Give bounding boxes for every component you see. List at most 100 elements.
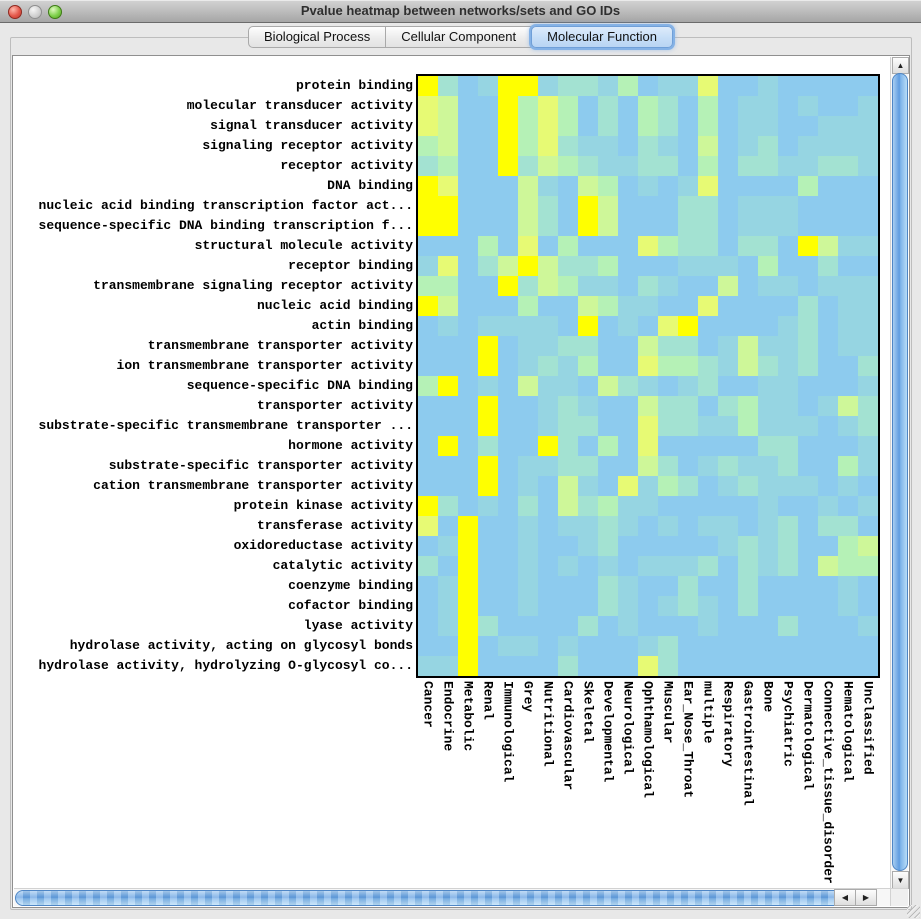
heatmap-cell [638,336,658,356]
heatmap-cell [538,116,558,136]
resize-grip-icon[interactable] [907,905,920,918]
heatmap-cell [518,516,538,536]
heatmap-cell [798,276,818,296]
zoom-button[interactable] [48,5,62,19]
tab-cellular-component[interactable]: Cellular Component [385,26,533,48]
heatmap-cell [618,156,638,176]
heatmap-cell [658,76,678,96]
heatmap-cell [818,416,838,436]
heatmap-cell [438,636,458,656]
heatmap-cell [718,436,738,456]
heatmap-cell [738,656,758,676]
heatmap-cell [538,576,558,596]
heatmap-cell [698,356,718,376]
heatmap-cell [418,216,438,236]
heatmap-cell [438,196,458,216]
heatmap-cell [458,556,478,576]
heatmap-cell [558,656,578,676]
tab-biological-process[interactable]: Biological Process [248,26,387,48]
vertical-scrollbar-thumb[interactable] [892,73,908,871]
heatmap-cell [618,416,638,436]
heatmap-cell [698,476,718,496]
heatmap-cell [618,656,638,676]
heatmap-cell [838,96,858,116]
heatmap-cell [838,116,858,136]
scroll-down-button[interactable]: ▼ [892,871,909,889]
minimize-button[interactable] [28,5,42,19]
heatmap-cell [638,296,658,316]
horizontal-scrollbar-thumb[interactable] [15,890,855,906]
heatmap-cell [678,76,698,96]
heatmap-cell [538,416,558,436]
heatmap-cell [738,116,758,136]
heatmap-cell [438,496,458,516]
heatmap-cell [598,316,618,336]
heatmap-cell [858,116,878,136]
heatmap-cell [778,276,798,296]
scroll-right-button[interactable]: ▶ [855,889,877,906]
heatmap-cell [758,376,778,396]
heatmap-cell [498,76,518,96]
heatmap-cell [498,636,518,656]
scroll-up-button[interactable]: ▲ [892,57,909,74]
heatmap-cell [598,216,618,236]
heatmap-cell [518,656,538,676]
heatmap-cell [798,76,818,96]
heatmap-cell [458,416,478,436]
vertical-scrollbar[interactable]: ▲ ▼ [890,57,909,889]
heatmap-cell [658,156,678,176]
heatmap-cell [778,436,798,456]
heatmap-cell [578,316,598,336]
col-label: Unclassified [860,681,876,775]
heatmap-cell [678,136,698,156]
heatmap-cell [698,496,718,516]
heatmap-cell [458,476,478,496]
heatmap-cell [458,436,478,456]
tab-molecular-function[interactable]: Molecular Function [531,26,673,48]
col-label: Endocrine [440,681,456,752]
horizontal-scrollbar[interactable]: ◀ ▶ [14,888,891,906]
heatmap-cell [518,256,538,276]
heatmap-cell [458,496,478,516]
heatmap-cell [738,296,758,316]
heatmap-cell [658,116,678,136]
heatmap-cell [838,416,858,436]
row-label: lyase activity [303,618,413,633]
heatmap-cell [518,536,538,556]
heatmap-cell [778,616,798,636]
heatmap-cell [778,316,798,336]
heatmap-cell [798,256,818,276]
heatmap-cell [498,536,518,556]
heatmap-cell [698,256,718,276]
scroll-left-button[interactable]: ◀ [834,889,856,906]
heatmap-cell [438,536,458,556]
heatmap-cell [558,476,578,496]
heatmap-cell [678,636,698,656]
heatmap-cell [718,656,738,676]
heatmap-cell [758,116,778,136]
heatmap-cell [838,436,858,456]
heatmap-cell [498,496,518,516]
heatmap-cell [558,576,578,596]
heatmap-cell [838,296,858,316]
heatmap-cell [558,336,578,356]
heatmap-cell [558,396,578,416]
heatmap-cell [478,396,498,416]
down-arrow-icon: ▼ [896,875,905,885]
heatmap-cell [838,596,858,616]
heatmap-cell [858,656,878,676]
scrollbar-corner [890,888,908,906]
heatmap-cell [698,236,718,256]
heatmap-cell [478,96,498,116]
row-label: hormone activity [288,438,413,453]
heatmap-cell [518,236,538,256]
heatmap-cell [458,356,478,376]
heatmap-cell [798,156,818,176]
heatmap-cell [818,76,838,96]
heatmap-cell [458,116,478,136]
heatmap-cell [658,396,678,416]
close-button[interactable] [8,5,22,19]
heatmap-cell [818,536,838,556]
heatmap-cell [658,416,678,436]
heatmap-cell [458,316,478,336]
